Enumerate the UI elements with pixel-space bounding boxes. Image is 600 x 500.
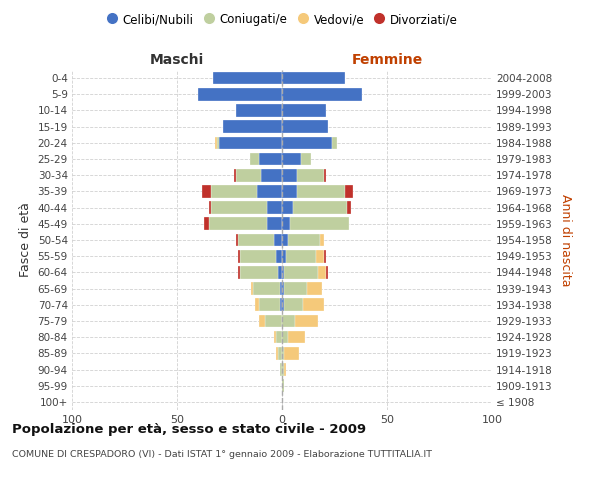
Bar (284, 298, 303, 311)
Bar (282, 72, 345, 85)
Bar (274, 331, 276, 344)
Bar (303, 298, 324, 311)
Bar (251, 282, 253, 295)
Bar (276, 347, 278, 360)
Bar (282, 234, 289, 246)
Bar (278, 347, 282, 360)
Bar (289, 234, 320, 246)
Bar (276, 331, 282, 344)
Bar (318, 266, 326, 278)
Bar (274, 234, 282, 246)
Bar (290, 218, 349, 230)
Bar (282, 266, 284, 278)
Bar (324, 250, 326, 262)
Bar (282, 331, 289, 344)
Bar (238, 266, 240, 278)
Bar (259, 314, 265, 328)
Bar (295, 314, 318, 328)
Bar (278, 266, 282, 278)
Bar (282, 88, 362, 101)
Bar (282, 314, 295, 328)
Bar (211, 202, 268, 214)
Legend: Celibi/Nubili, Coniugati/e, Vedovi/e, Divorziati/e: Celibi/Nubili, Coniugati/e, Vedovi/e, Di… (101, 8, 463, 31)
Bar (280, 298, 282, 311)
Bar (238, 234, 274, 246)
Bar (282, 347, 284, 360)
Bar (280, 363, 282, 376)
Bar (234, 169, 236, 181)
Y-axis label: Anni di nascita: Anni di nascita (559, 194, 572, 286)
Bar (282, 104, 326, 117)
Bar (268, 218, 282, 230)
Bar (240, 250, 276, 262)
Bar (257, 185, 282, 198)
Bar (316, 250, 324, 262)
Bar (282, 298, 284, 311)
Text: Popolazione per età, sesso e stato civile - 2009: Popolazione per età, sesso e stato civil… (12, 422, 366, 436)
Bar (251, 152, 259, 166)
Bar (301, 152, 311, 166)
Bar (282, 380, 284, 392)
Bar (282, 282, 284, 295)
Bar (282, 185, 296, 198)
Bar (320, 234, 324, 246)
Bar (282, 250, 286, 262)
Bar (347, 202, 352, 214)
Bar (265, 314, 282, 328)
Bar (259, 298, 280, 311)
Bar (236, 234, 238, 246)
Bar (282, 169, 296, 181)
Text: COMUNE DI CRESPADORO (VI) - Dati ISTAT 1° gennaio 2009 - Elaborazione TUTTITALIA: COMUNE DI CRESPADORO (VI) - Dati ISTAT 1… (12, 450, 432, 459)
Bar (324, 169, 326, 181)
Bar (276, 250, 282, 262)
Bar (282, 218, 290, 230)
Bar (215, 136, 217, 149)
Bar (282, 136, 332, 149)
Bar (236, 169, 261, 181)
Bar (217, 136, 219, 149)
Bar (307, 282, 322, 295)
Bar (284, 347, 299, 360)
Bar (289, 331, 305, 344)
Bar (284, 282, 307, 295)
Bar (219, 136, 282, 149)
Bar (280, 282, 282, 295)
Bar (204, 218, 209, 230)
Bar (211, 185, 257, 198)
Bar (261, 169, 282, 181)
Bar (238, 250, 240, 262)
Bar (345, 185, 353, 198)
Text: Femmine: Femmine (352, 53, 422, 67)
Bar (286, 250, 316, 262)
Bar (284, 363, 286, 376)
Bar (282, 152, 301, 166)
Bar (240, 266, 278, 278)
Bar (236, 104, 282, 117)
Bar (282, 120, 328, 133)
Bar (253, 282, 280, 295)
Bar (282, 363, 284, 376)
Bar (268, 202, 282, 214)
Bar (223, 120, 282, 133)
Bar (296, 185, 345, 198)
Bar (296, 169, 324, 181)
Y-axis label: Fasce di età: Fasce di età (19, 202, 32, 278)
Bar (259, 152, 282, 166)
Bar (213, 72, 282, 85)
Text: Maschi: Maschi (150, 53, 204, 67)
Bar (284, 266, 318, 278)
Bar (209, 218, 268, 230)
Bar (293, 202, 347, 214)
Bar (332, 136, 337, 149)
Bar (209, 202, 211, 214)
Bar (282, 202, 293, 214)
Bar (254, 298, 259, 311)
Bar (326, 266, 328, 278)
Bar (202, 185, 211, 198)
Bar (198, 88, 282, 101)
